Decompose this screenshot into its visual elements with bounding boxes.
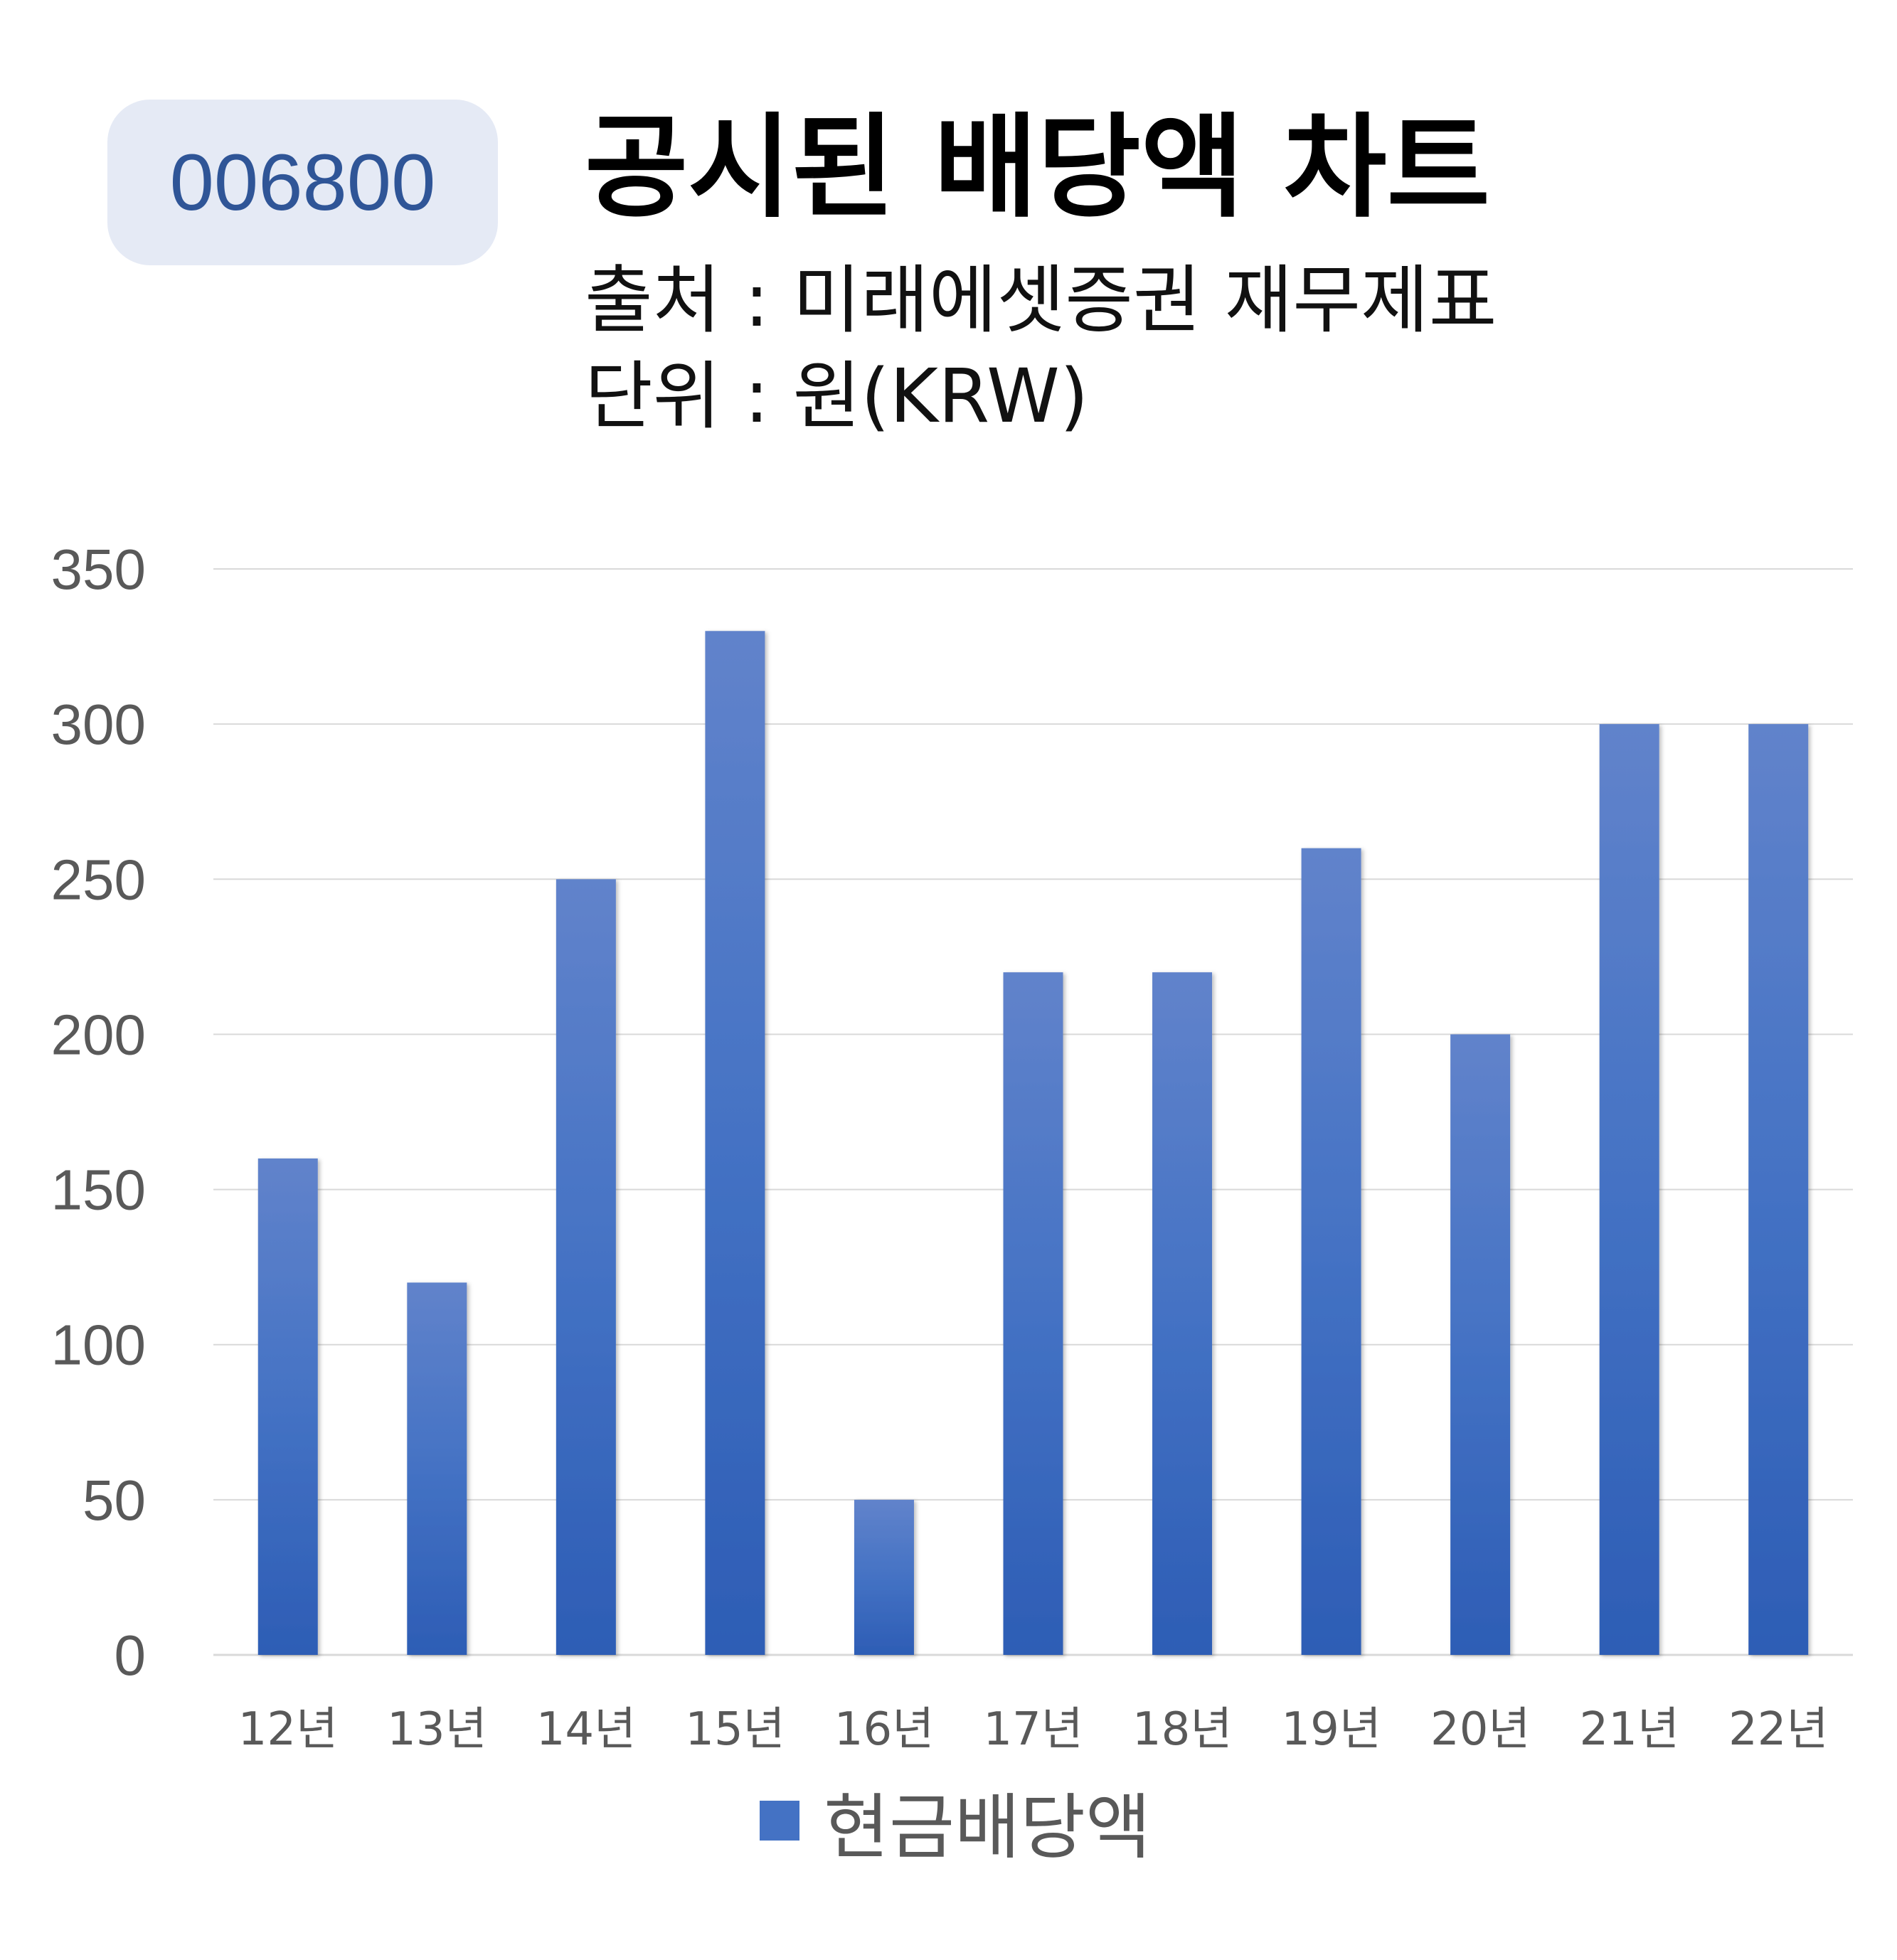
legend: 현금배당액 [760, 1778, 1151, 1869]
stock-code-badge: 006800 [107, 100, 498, 265]
bar-20년 [1450, 1034, 1511, 1655]
bar-12년 [257, 1158, 318, 1655]
bar-chart: 0 50 100 150 200 250 300 350 12년 13년 14년 15년 16년 17년… [51, 538, 1853, 1756]
y-tick-label: 350 [51, 538, 146, 601]
x-tick-label: 18년 [1132, 1703, 1232, 1756]
x-tick-label: 13년 [387, 1703, 487, 1756]
chart-source: 출처 : 미래에셋증권 재무제표 [585, 257, 1497, 343]
y-tick-label: 200 [51, 1003, 146, 1066]
y-tick-label: 250 [51, 848, 146, 911]
stock-code: 006800 [169, 138, 436, 227]
x-axis-ticks: 12년 13년 14년 15년 16년 17년 18년 19년 20년 21년 22년 [238, 1703, 1829, 1756]
x-tick-label: 12년 [238, 1703, 338, 1756]
chart-unit: 단위 : 원(KRW) [585, 353, 1089, 440]
chart-title: 공시된 배당액 차트 [585, 102, 1490, 233]
x-tick-label: 16년 [834, 1703, 934, 1756]
bars [257, 631, 1809, 1656]
bar-13년 [407, 1282, 467, 1655]
bar-15년 [705, 631, 765, 1656]
bar-21년 [1599, 724, 1659, 1656]
bar-22년 [1748, 724, 1809, 1656]
y-axis-ticks: 0 50 100 150 200 250 300 350 [51, 538, 146, 1687]
bar-14년 [556, 879, 616, 1655]
y-tick-label: 300 [51, 693, 146, 756]
x-tick-label: 21년 [1580, 1703, 1679, 1756]
bar-17년 [1003, 972, 1063, 1655]
x-tick-label: 20년 [1430, 1703, 1530, 1756]
x-tick-label: 14년 [536, 1703, 636, 1756]
x-tick-label: 17년 [983, 1703, 1083, 1756]
legend-swatch [760, 1801, 799, 1841]
x-tick-label: 15년 [685, 1703, 785, 1756]
bar-18년 [1152, 972, 1213, 1655]
y-tick-label: 100 [51, 1314, 146, 1377]
x-tick-label: 22년 [1728, 1703, 1828, 1756]
legend-label: 현금배당액 [824, 1785, 1151, 1869]
y-tick-label: 150 [51, 1159, 146, 1222]
bar-16년 [854, 1499, 914, 1655]
x-tick-label: 19년 [1281, 1703, 1381, 1756]
bar-19년 [1301, 848, 1361, 1655]
y-tick-label: 0 [115, 1624, 147, 1687]
y-tick-label: 50 [83, 1469, 146, 1532]
